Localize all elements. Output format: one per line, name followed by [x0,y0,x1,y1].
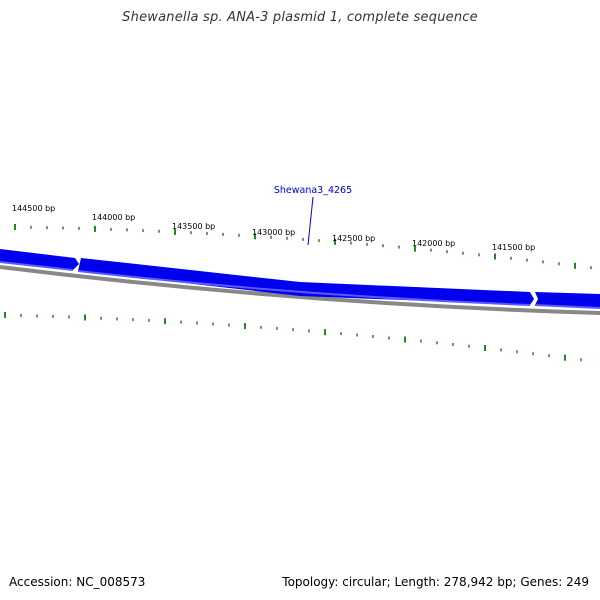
gene-label-pointer [307,196,314,246]
accession-label: Accession: NC_008573 [9,575,146,589]
gene-arrow-left[interactable] [0,249,79,270]
tick-label: 144500 bp [12,204,55,213]
inner-tick-ring [4,312,582,362]
tick-label: 142000 bp [412,239,455,248]
gene-label-shewana3-4265[interactable]: Shewana3_4265 [274,185,352,196]
outer-tick-ring [14,224,592,270]
gene-arrow-right[interactable] [535,292,600,308]
map-title: Shewanella sp. ANA-3 plasmid 1, complete… [122,10,478,25]
tick-labels: 144500 bp 144000 bp 143500 bp 143000 bp … [12,204,535,252]
tick-label: 143000 bp [252,228,295,237]
tick-label: 142500 bp [332,234,375,243]
gene-highlight [0,261,600,309]
gene-arrow-center[interactable] [78,258,534,305]
sequence-backbone [0,265,600,315]
tick-label: 144000 bp [92,213,135,222]
tick-label: 143500 bp [172,222,215,231]
tick-label: 141500 bp [492,243,535,252]
sequence-summary: Topology: circular; Length: 278,942 bp; … [282,575,589,589]
